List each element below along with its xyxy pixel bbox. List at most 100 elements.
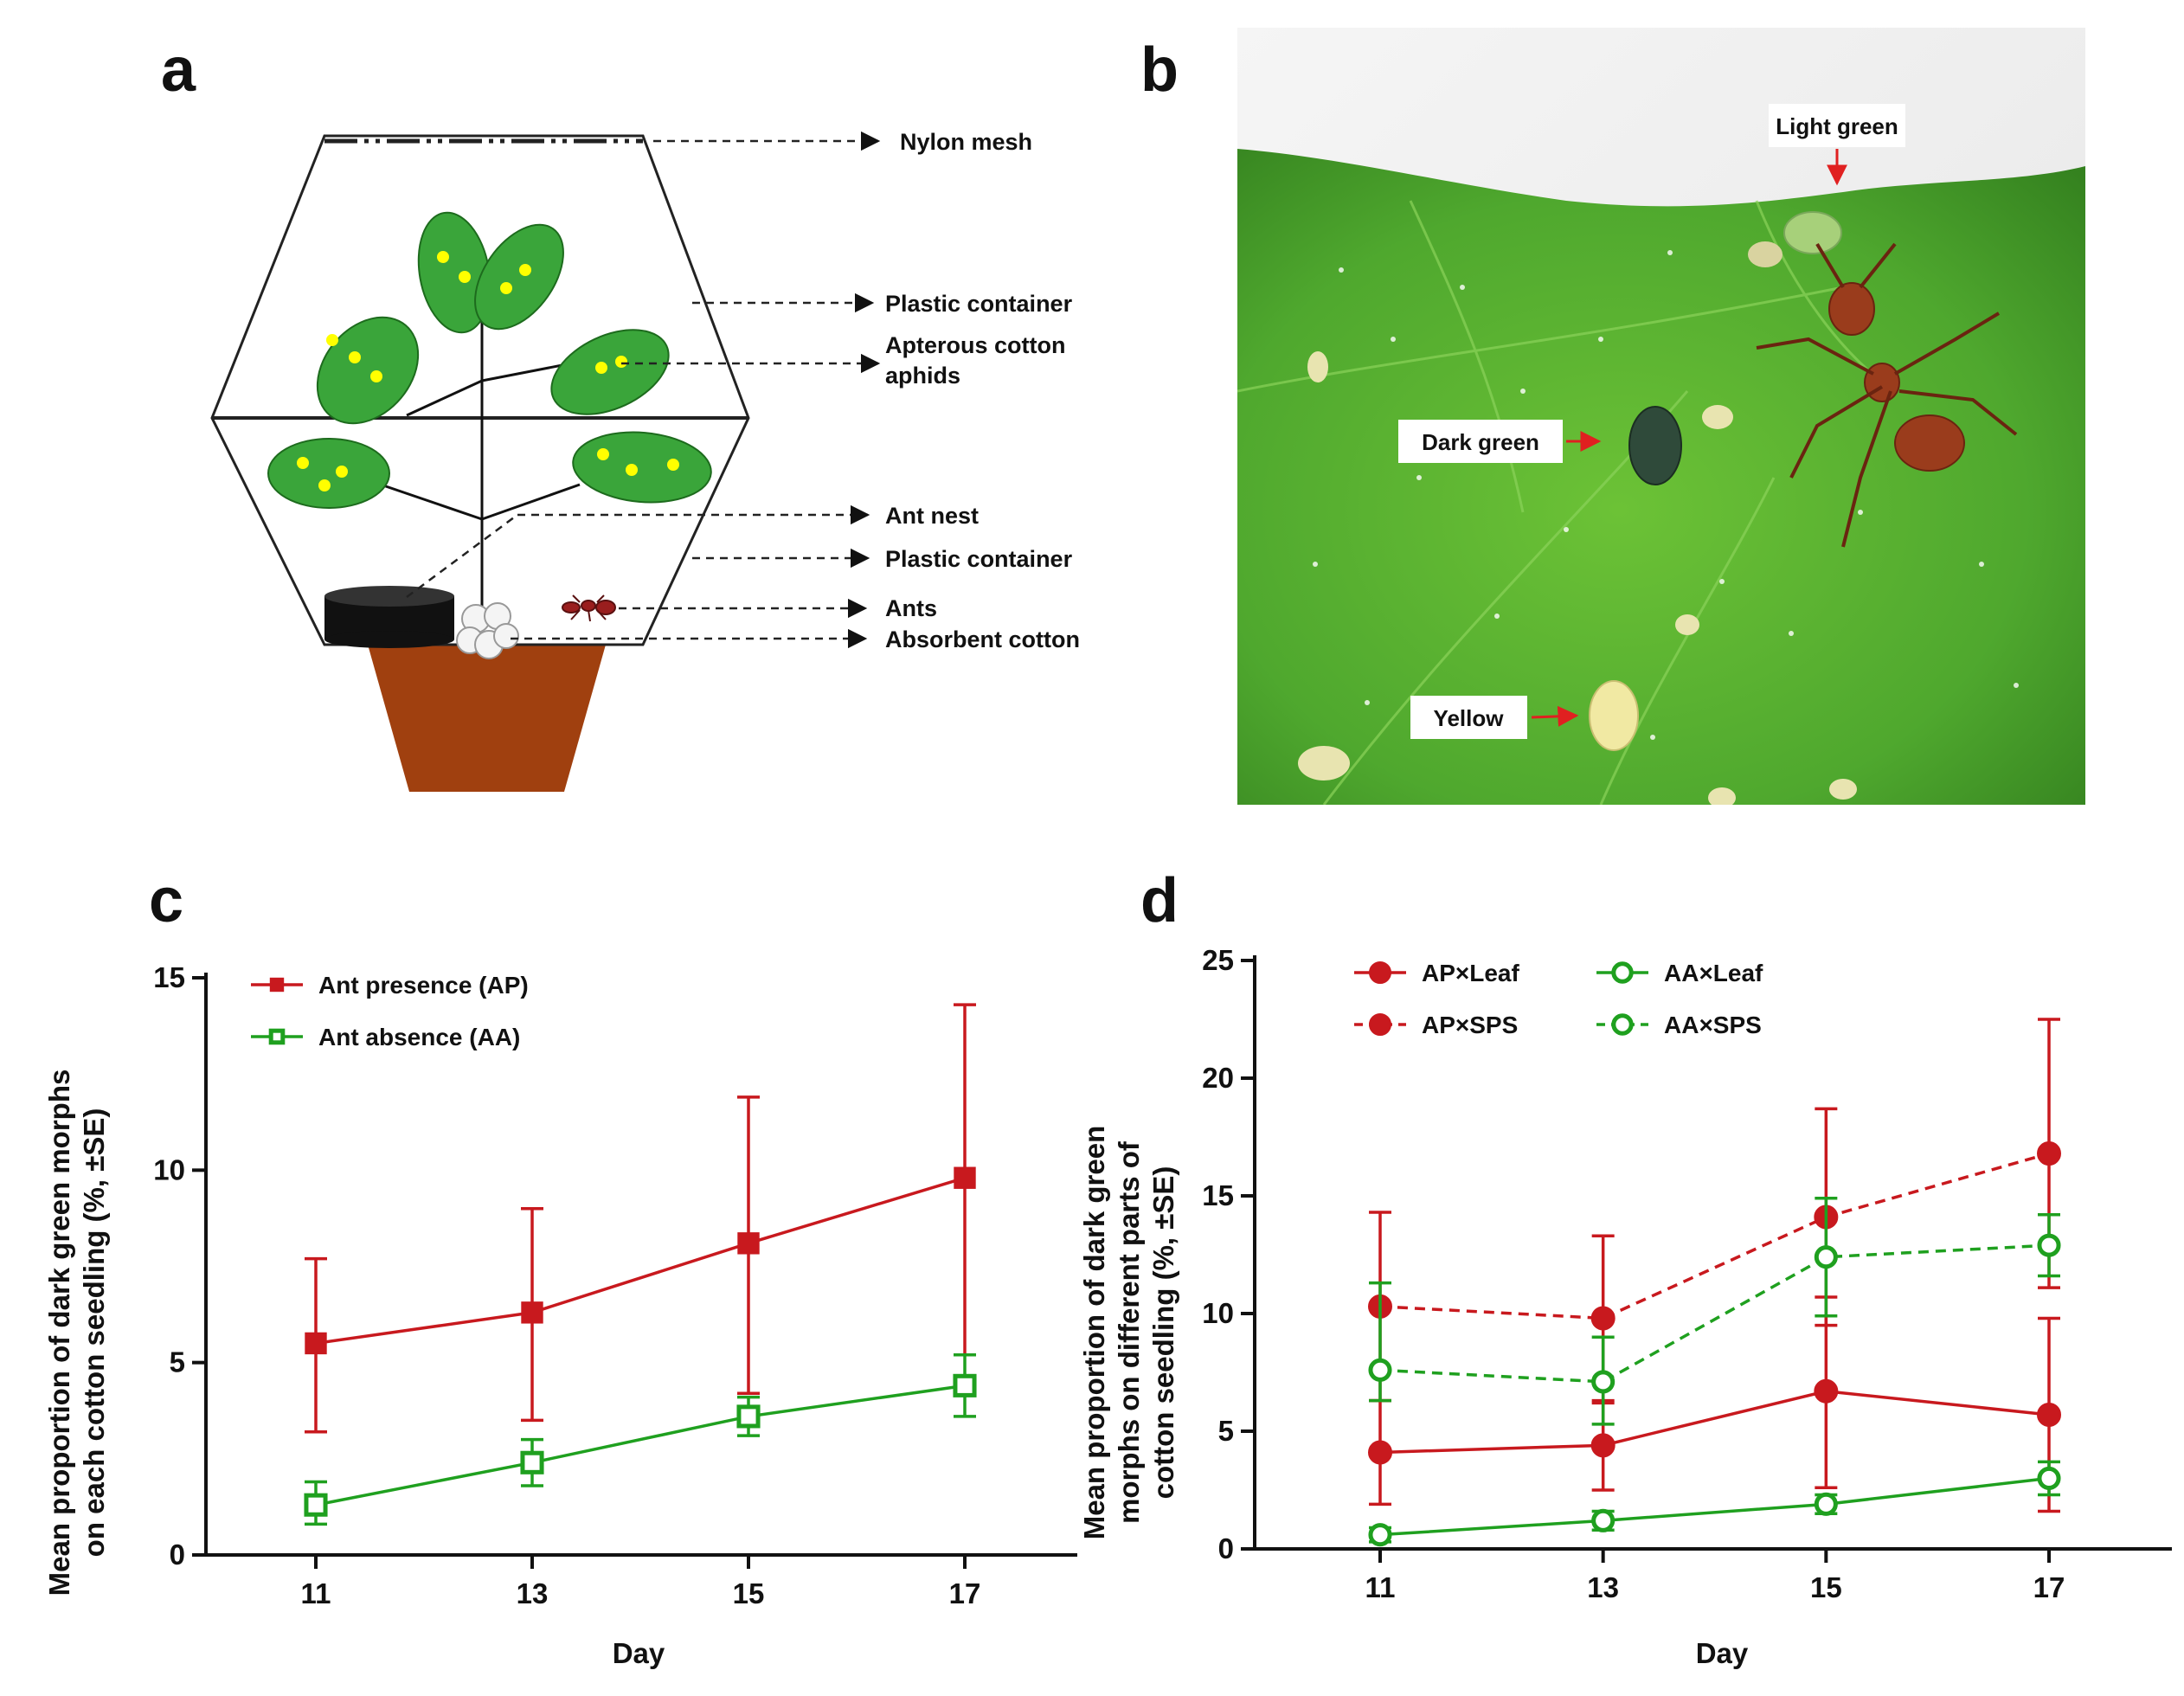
chart-c-ylabel-line1: Mean proportion of dark green morphs [43,1070,75,1596]
chart-c-point [305,1332,327,1355]
chart-d-series-2 [1368,1460,2061,1547]
leaf [267,438,390,509]
chart-d-legend-marker [1611,1013,1634,1036]
ant-icon [562,594,616,622]
chart-d-point [2037,1233,2061,1257]
chart-c-ytick-label: 15 [153,961,185,993]
label-absorbent-cotton: Absorbent cotton [885,626,1080,652]
chart-d-point [2037,1466,2061,1490]
chart-c-legend-marker [269,977,285,993]
dark-green-aphid [1628,406,1682,485]
chart-d-legend-marker [1611,961,1634,984]
chart-c-xtick-label: 17 [949,1577,981,1609]
label-ant-nest: Ant nest [885,503,979,529]
label-aphids-line2: aphids [885,363,960,389]
chart-d-series-line [1379,1389,2050,1455]
chart-c-legend-marker [268,1028,286,1045]
chart-c-point [953,1373,977,1397]
chart-c-legend-label: Ant absence (AA) [318,1024,520,1050]
chart-c-ytick-label: 0 [170,1539,185,1571]
chart-d-series-line [1379,1152,2050,1320]
chart-d-ytick-label: 20 [1202,1062,1234,1094]
chart-d-ytick-label: 25 [1202,944,1234,976]
aphid-dots [297,251,679,491]
chart-d-series-1 [1368,1018,2061,1405]
leader-ant-nest [406,513,518,599]
chart-c-xtick-label: 15 [733,1577,765,1609]
leaf-trichomes [1313,250,2019,740]
chart-d-legend-marker [1369,961,1391,984]
chart-c-point [304,1493,328,1517]
chart-c-ylabel-line2: on each cotton seedling (%, ±SE) [78,1108,110,1558]
label-dark-green: Dark green [1422,429,1539,455]
chart-d-ytick-label: 5 [1218,1415,1234,1447]
leaf [474,223,564,331]
chart-c-xtick-label: 13 [517,1577,549,1609]
chart-c-point [521,1301,543,1324]
panel-b-photo: Light green Dark green Yellow [1237,28,2085,805]
chart-d-point [1814,1492,1838,1516]
chart-d-ylabel-line2: morphs on different parts of [1113,1140,1145,1524]
chart-c-series-1 [304,1353,977,1526]
label-aphids-line1: Apterous cotton [885,332,1066,358]
chart-d-xtick-label: 17 [2033,1571,2065,1603]
chart-d-series-line [1379,1243,2050,1384]
red-imported-fire-ant [1756,242,2018,548]
chart-c-legend: Ant presence (AP) Ant absence (AA) [251,972,529,1050]
chart-d: Mean proportion of dark green morphs on … [1078,944,2172,1669]
chart-d-series-3 [1368,1196,2061,1426]
cotton-leaves [267,211,712,509]
chart-c-ylabel: Mean proportion of dark green morphs on … [43,1070,110,1596]
chart-d-xlabel: Day [1696,1637,1749,1669]
leaf [550,329,670,415]
chart-d-ytick-label: 0 [1218,1532,1234,1564]
chart-d-legend-label: AP×SPS [1422,1012,1518,1038]
leaf [316,316,420,425]
chart-c-point [736,1404,761,1429]
chart-c-ytick-label: 5 [170,1346,185,1378]
chart-d-point [2037,1141,2061,1166]
label-plastic-container-bottom: Plastic container [885,546,1073,572]
label-ants: Ants [885,595,937,621]
chart-c-xlabel: Day [613,1637,665,1669]
chart-d-ytick-label: 15 [1202,1179,1234,1211]
light-green-aphid [1783,211,1842,254]
chart-d-legend-label: AA×Leaf [1664,960,1763,986]
leaf [572,431,712,504]
callout-dark-green: Dark green [1398,420,1602,463]
chart-d-point [1368,1358,1392,1382]
chart-c-ytick-label: 10 [153,1153,185,1185]
chart-d-ylabel-line1: Mean proportion of dark green [1078,1126,1110,1540]
chart-d-xtick-label: 11 [1365,1571,1396,1603]
chart-c-series-0 [305,1003,976,1434]
chart-d-point [2037,1402,2061,1427]
panel-label-d: d [1140,866,1179,935]
cage-outline [210,134,750,646]
chart-c: Mean proportion of dark green morphs on … [43,961,1077,1669]
chart-c-legend-label: Ant presence (AP) [318,972,529,999]
yellow-aphid [1589,680,1639,751]
chart-d-point [1590,1306,1616,1331]
chart-d-ylabel-line3: cotton seedling (%, ±SE) [1147,1166,1179,1500]
chart-d-series-line [1379,1476,2050,1537]
chart-d-point [1814,1378,1839,1404]
callout-light-green: Light green [1769,104,1905,186]
chart-d-legend-label: AP×Leaf [1422,960,1519,986]
chart-d-ylabel: Mean proportion of dark green morphs on … [1078,1126,1179,1540]
absorbent-cotton-ball [456,602,519,659]
chart-d-xtick-label: 13 [1587,1571,1619,1603]
label-light-green: Light green [1776,113,1898,139]
chart-d-series-0 [1368,1295,2061,1513]
chart-d-legend-label: AA×SPS [1664,1012,1762,1038]
chart-d-legend-marker [1369,1013,1391,1036]
panel-label-a: a [161,35,196,105]
chart-c-xtick-label: 11 [301,1577,331,1609]
chart-d-point [1590,1433,1616,1458]
chart-d-ytick-label: 10 [1202,1297,1234,1329]
chart-d-point [1368,1523,1392,1547]
chart-c-point [954,1166,976,1189]
panel-label-c: c [149,866,184,935]
ant-nest-cylinder [324,586,454,648]
flower-pot [368,645,606,792]
label-plastic-container-top: Plastic container [885,291,1073,317]
